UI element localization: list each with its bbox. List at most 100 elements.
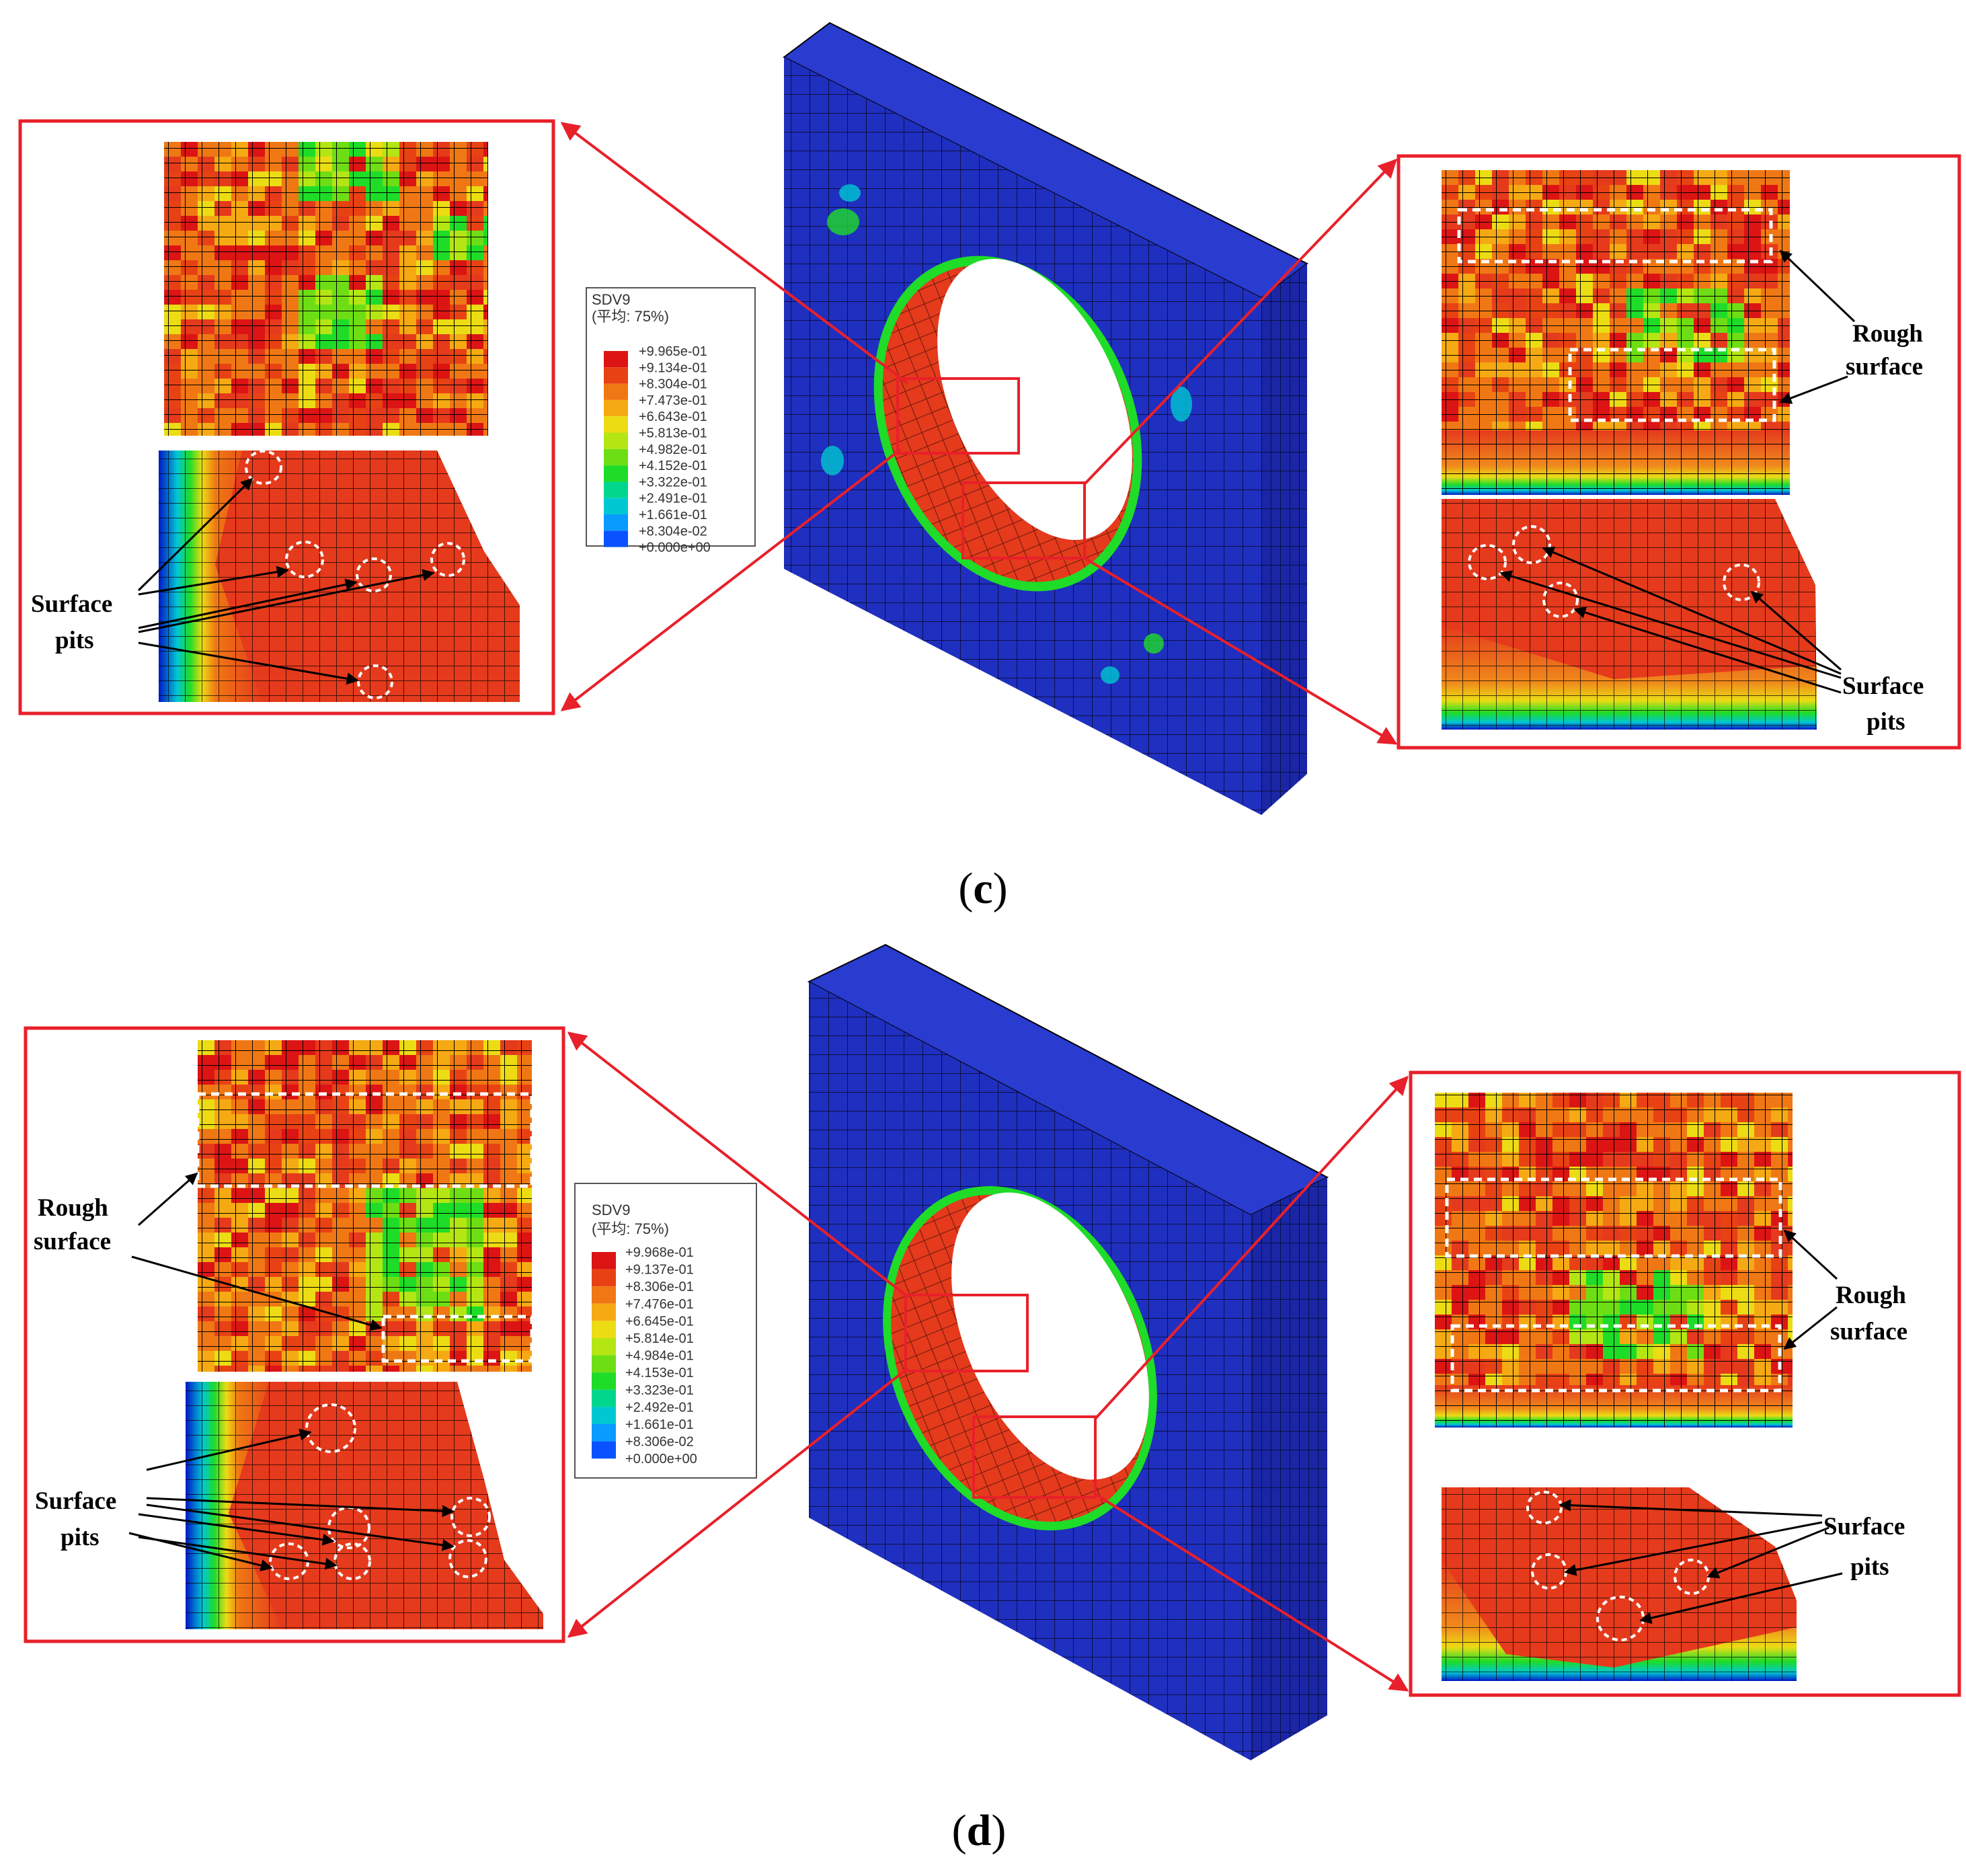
legend-swatch (592, 1407, 616, 1424)
legend-swatch (592, 1338, 616, 1356)
legend-value: +4.982e-01 (639, 442, 707, 457)
legend-swatch (592, 1303, 616, 1321)
hole-d (951, 1192, 1149, 1480)
callout-d-left-pits-2: pits (61, 1524, 100, 1551)
connector-c-1 (560, 122, 909, 385)
connector-c-4 (1083, 557, 1398, 745)
legend-value: +3.323e-01 (625, 1383, 694, 1398)
zoom-box-d-right (972, 1415, 1097, 1499)
callout-d-left-rough-2: surface (34, 1228, 111, 1255)
pointer-arrow (1779, 375, 1848, 404)
detail-box-c-right: Rough surface Surface pits (1397, 154, 1961, 750)
legend-swatch (604, 448, 628, 466)
legend-value: +8.304e-01 (639, 377, 707, 392)
pointer-arrow (1542, 547, 1842, 675)
pointer-arrow (1564, 1521, 1823, 1576)
connector-d-2 (567, 1367, 909, 1638)
callout-c-left-2: pits (55, 627, 94, 654)
callout-c-right-rough-1: Rough (1852, 320, 1923, 348)
damage-spot (1101, 666, 1119, 684)
legend-value: +7.473e-01 (639, 393, 707, 408)
pit-marker (1468, 544, 1507, 580)
pit-marker (1512, 525, 1551, 564)
pointer-arrow (138, 565, 289, 596)
rough-marker (1450, 1324, 1782, 1393)
pit-marker (245, 450, 282, 485)
legend-value: +1.661e-01 (639, 508, 707, 522)
legend-swatch (604, 498, 628, 514)
detail-d-left-top-image (198, 1040, 532, 1372)
legend-d: SDV9 (平均: 75%) +9.968e-01 +9.137e-01 +8.30… (574, 1183, 757, 1479)
callout-c-right-rough-2: surface (1846, 353, 1923, 381)
callout-d-left-pits-1: Surface (35, 1487, 116, 1515)
pointer-arrow (1783, 1229, 1838, 1280)
zoom-box-c-right (961, 481, 1086, 559)
pointer-arrow (1639, 1572, 1843, 1625)
legend-value: +2.492e-01 (625, 1400, 694, 1415)
legend-swatch (604, 416, 628, 433)
legend-value: +8.306e-02 (625, 1435, 694, 1450)
pointer-arrow (1779, 249, 1856, 323)
rough-marker (196, 1092, 534, 1188)
pointer-arrow (1573, 607, 1842, 694)
legend-value: +9.134e-01 (639, 360, 707, 375)
legend-c-title: SDV9 (592, 291, 630, 308)
rough-marker (1568, 348, 1776, 422)
legend-value: +9.965e-01 (639, 344, 707, 359)
pointer-arrow (1499, 570, 1842, 679)
legend-swatch (592, 1286, 616, 1304)
pointer-arrow (1750, 590, 1842, 671)
legend-value: +9.137e-01 (625, 1263, 694, 1278)
pointer-arrow (1783, 1306, 1838, 1350)
pit-marker (305, 1403, 356, 1453)
damage-spot (1171, 387, 1192, 422)
pointer-arrow (146, 1428, 312, 1471)
legend-swatch (604, 432, 628, 449)
detail-d-left-bottom-image (186, 1382, 543, 1629)
legend-swatch (592, 1372, 616, 1390)
legend-d-swatches (592, 1252, 616, 1459)
detail-box-d-left: Rough surface Surface pits (24, 1026, 565, 1643)
pointer-arrow (138, 1536, 338, 1570)
callout-d-right-rough-2: surface (1830, 1318, 1908, 1345)
pointer-arrow (138, 1513, 335, 1546)
legend-swatch (604, 481, 628, 498)
legend-c-swatches (604, 351, 628, 547)
zoom-box-d-left (904, 1294, 1029, 1372)
detail-c-left-top-image (164, 142, 488, 436)
damage-spot (821, 446, 844, 475)
legend-swatch (604, 383, 628, 400)
legend-value: +6.643e-01 (639, 409, 707, 424)
legend-swatch (592, 1441, 616, 1459)
legend-value: +2.491e-01 (639, 492, 707, 506)
callout-d-right-pits-1: Surface (1823, 1513, 1905, 1540)
pointer-arrow (138, 1172, 198, 1226)
connector-d-4 (1094, 1493, 1409, 1692)
legend-swatch (592, 1269, 616, 1287)
panel-c: SDV9 (平均: 75%) +9.965e-01+9.134e-01 +8.30… (18, 22, 1961, 913)
legend-value: +8.306e-01 (625, 1280, 694, 1294)
legend-c-subtitle: (平均: 75%) (592, 308, 669, 325)
panel-label-c: (c) (958, 864, 1007, 913)
damage-spot (827, 208, 859, 235)
legend-swatch (592, 1355, 616, 1373)
pit-marker (1542, 582, 1579, 618)
pointer-arrow (137, 477, 253, 592)
rough-marker (1445, 1177, 1782, 1258)
pit-marker (285, 541, 324, 578)
legend-value: +4.152e-01 (639, 459, 707, 473)
detail-box-d-right: Rough surface Surface pits (1409, 1070, 1961, 1697)
pointer-arrow (146, 1503, 455, 1551)
legend-swatch (592, 1424, 616, 1442)
pit-marker (448, 1539, 487, 1578)
rough-marker (381, 1315, 534, 1363)
legend-value: +5.814e-01 (625, 1331, 694, 1346)
legend-value: +0.000e+00 (625, 1452, 697, 1467)
detail-d-right-bottom-image (1442, 1487, 1797, 1681)
callout-d-right-rough-1: Rough (1836, 1282, 1906, 1309)
pit-marker (356, 557, 392, 592)
plate-c (783, 22, 1308, 815)
legend-d-subtitle: (平均: 75%) (592, 1220, 669, 1237)
pit-marker (333, 1542, 371, 1580)
pointer-arrow (138, 641, 359, 685)
